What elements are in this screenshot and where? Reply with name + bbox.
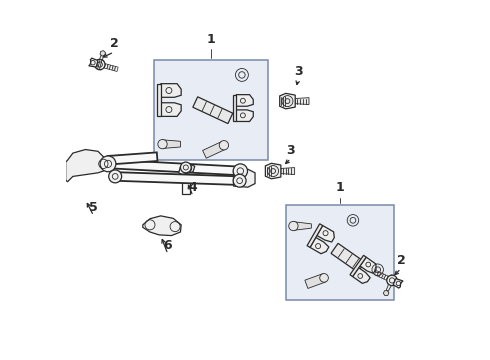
Circle shape [233, 164, 247, 178]
Polygon shape [233, 95, 236, 121]
Polygon shape [161, 103, 181, 116]
Circle shape [268, 166, 279, 176]
Polygon shape [234, 169, 255, 187]
Polygon shape [107, 64, 111, 69]
Polygon shape [89, 58, 98, 67]
Polygon shape [383, 291, 389, 296]
Polygon shape [381, 274, 386, 279]
Text: 1: 1 [336, 181, 344, 194]
Text: 2: 2 [396, 254, 405, 267]
Polygon shape [386, 284, 391, 291]
Polygon shape [331, 243, 365, 272]
Polygon shape [161, 84, 181, 97]
Polygon shape [202, 141, 226, 158]
Polygon shape [379, 273, 383, 278]
Circle shape [31, 163, 47, 179]
Circle shape [387, 275, 397, 285]
Polygon shape [353, 268, 370, 283]
Polygon shape [157, 84, 161, 116]
Polygon shape [307, 224, 323, 247]
Polygon shape [295, 98, 309, 104]
Circle shape [289, 221, 298, 231]
Polygon shape [51, 158, 55, 184]
Polygon shape [107, 159, 242, 175]
Polygon shape [266, 163, 281, 179]
Polygon shape [179, 165, 195, 175]
Polygon shape [60, 158, 64, 184]
Polygon shape [47, 158, 51, 184]
Bar [153, 60, 269, 160]
Text: 4: 4 [189, 181, 197, 194]
Polygon shape [374, 271, 379, 276]
Polygon shape [181, 178, 190, 194]
Circle shape [180, 162, 191, 173]
Polygon shape [143, 216, 181, 235]
Polygon shape [386, 276, 391, 281]
Text: 2: 2 [110, 37, 119, 50]
Polygon shape [393, 279, 403, 288]
Polygon shape [280, 93, 295, 109]
Polygon shape [193, 97, 233, 123]
Polygon shape [108, 152, 157, 165]
Text: 6: 6 [164, 239, 172, 252]
Text: 3: 3 [294, 65, 302, 78]
Polygon shape [317, 225, 334, 242]
Circle shape [320, 274, 328, 282]
Circle shape [233, 174, 246, 187]
Polygon shape [377, 272, 381, 277]
Polygon shape [114, 172, 241, 185]
Polygon shape [281, 168, 294, 175]
Polygon shape [42, 158, 47, 184]
Text: 5: 5 [89, 201, 98, 214]
Circle shape [95, 59, 105, 70]
Polygon shape [388, 275, 394, 285]
Polygon shape [384, 275, 388, 280]
Polygon shape [112, 66, 116, 71]
Polygon shape [55, 158, 60, 184]
Polygon shape [236, 110, 253, 121]
Circle shape [282, 96, 293, 107]
Polygon shape [310, 238, 329, 254]
Polygon shape [98, 60, 104, 70]
Polygon shape [294, 222, 311, 230]
Polygon shape [236, 95, 253, 106]
Polygon shape [360, 257, 376, 273]
Polygon shape [104, 64, 108, 69]
Bar [286, 205, 394, 300]
Polygon shape [99, 54, 103, 60]
Circle shape [109, 170, 122, 183]
Polygon shape [102, 63, 105, 68]
Text: 3: 3 [287, 144, 295, 157]
Polygon shape [305, 274, 325, 288]
Circle shape [219, 141, 229, 150]
Polygon shape [115, 67, 118, 72]
Polygon shape [109, 65, 113, 70]
Polygon shape [66, 149, 108, 182]
Polygon shape [100, 51, 105, 56]
Circle shape [100, 156, 116, 172]
Circle shape [182, 163, 192, 172]
Polygon shape [163, 140, 180, 148]
Text: 1: 1 [207, 32, 215, 45]
Circle shape [158, 139, 167, 149]
Polygon shape [350, 255, 366, 276]
